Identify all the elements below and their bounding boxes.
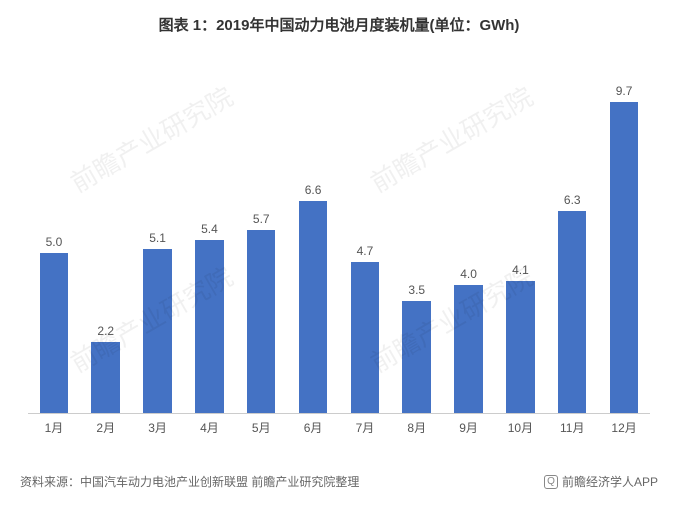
x-axis-label: 6月: [287, 419, 339, 436]
bar-slot: 4.1: [506, 281, 535, 413]
bar: [143, 249, 172, 413]
bar: [454, 285, 483, 413]
bar: [91, 342, 120, 413]
app-credit: Q 前瞻经济学人APP: [544, 473, 658, 490]
bar-chart: 5.01月2.22月5.13月5.44月5.75月6.66月4.77月3.58月…: [28, 60, 650, 414]
bar-slot: 5.0: [40, 253, 69, 413]
bar-slot: 5.7: [247, 230, 276, 413]
bar-value-label: 5.7: [253, 212, 270, 226]
bar-value-label: 4.1: [512, 263, 529, 277]
app-icon: Q: [544, 475, 558, 489]
bar: [610, 102, 639, 413]
x-axis-label: 9月: [443, 419, 495, 436]
x-axis-label: 3月: [132, 419, 184, 436]
x-axis-label: 7月: [339, 419, 391, 436]
chart-title: 图表 1：2019年中国动力电池月度装机量(单位：GWh): [0, 0, 678, 35]
bar-value-label: 3.5: [408, 283, 425, 297]
bar: [40, 253, 69, 413]
bar-value-label: 4.7: [357, 244, 374, 258]
bar-slot: 5.1: [143, 249, 172, 413]
bar: [247, 230, 276, 413]
bar: [402, 301, 431, 413]
bar-slot: 5.4: [195, 240, 224, 413]
x-axis-label: 4月: [184, 419, 236, 436]
bar-value-label: 5.4: [201, 222, 218, 236]
x-axis-label: 8月: [391, 419, 443, 436]
bar-slot: 6.6: [299, 201, 328, 413]
bar: [299, 201, 328, 413]
bar-value-label: 9.7: [616, 84, 633, 98]
bar-slot: 2.2: [91, 342, 120, 413]
bar-slot: 3.5: [402, 301, 431, 413]
x-axis-label: 10月: [495, 419, 547, 436]
bar-slot: 4.7: [351, 262, 380, 413]
bar-value-label: 6.6: [305, 183, 322, 197]
x-axis-label: 5月: [235, 419, 287, 436]
footer: 资料来源：中国汽车动力电池产业创新联盟 前瞻产业研究院整理 Q 前瞻经济学人AP…: [20, 473, 658, 490]
x-axis-label: 11月: [546, 419, 598, 436]
source-text: 资料来源：中国汽车动力电池产业创新联盟 前瞻产业研究院整理: [20, 473, 359, 490]
app-label: 前瞻经济学人APP: [562, 473, 658, 490]
x-axis-label: 2月: [80, 419, 132, 436]
bar-value-label: 2.2: [97, 324, 114, 338]
bar: [351, 262, 380, 413]
bar-slot: 4.0: [454, 285, 483, 413]
bar-value-label: 5.0: [46, 235, 63, 249]
bar: [195, 240, 224, 413]
chart-area: 5.0 1月 2.2 2月 5.1 3月 5.4 4月 5.7 5月 6.6 6月 4.7 7月 3.5 8月…: [28, 60, 650, 438]
bar: [558, 211, 587, 413]
bar-value-label: 4.0: [460, 267, 477, 281]
bar-slot: 6.3: [558, 211, 587, 413]
bar: [506, 281, 535, 413]
bar-value-label: 5.1: [149, 231, 166, 245]
bar-value-label: 6.3: [564, 193, 581, 207]
bar-slot: 9.7: [610, 102, 639, 413]
x-axis-label: 1月: [28, 419, 80, 436]
x-axis-label: 12月: [598, 419, 650, 436]
